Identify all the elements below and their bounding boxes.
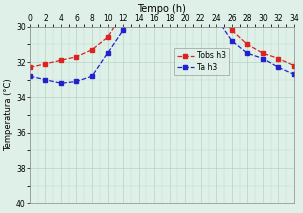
Tobs h3 bbox=[75, 55, 78, 58]
Y-axis label: Temperatura (°C): Temperatura (°C) bbox=[4, 79, 13, 151]
Ta h3 bbox=[245, 52, 249, 55]
Legend: Tobs h3, Ta h3: Tobs h3, Ta h3 bbox=[174, 48, 229, 75]
Tobs h3 bbox=[44, 63, 47, 65]
Tobs h3 bbox=[230, 29, 234, 32]
Ta h3 bbox=[129, 8, 133, 10]
Ta h3 bbox=[59, 82, 63, 85]
Ta h3 bbox=[277, 66, 280, 69]
Ta h3 bbox=[90, 75, 94, 78]
Tobs h3 bbox=[28, 66, 32, 69]
Tobs h3 bbox=[121, 11, 125, 14]
Tobs h3 bbox=[90, 48, 94, 51]
Ta h3 bbox=[230, 40, 234, 42]
X-axis label: Tempo (h): Tempo (h) bbox=[138, 4, 186, 14]
Tobs h3 bbox=[215, 8, 218, 10]
Ta h3 bbox=[28, 75, 32, 78]
Ta h3 bbox=[261, 57, 265, 60]
Line: Tobs h3: Tobs h3 bbox=[28, 0, 296, 69]
Ta h3 bbox=[292, 73, 296, 76]
Tobs h3 bbox=[59, 59, 63, 62]
Ta h3 bbox=[106, 52, 109, 55]
Ta h3 bbox=[44, 78, 47, 81]
Ta h3 bbox=[75, 80, 78, 83]
Tobs h3 bbox=[245, 43, 249, 46]
Ta h3 bbox=[215, 17, 218, 19]
Line: Ta h3: Ta h3 bbox=[28, 0, 296, 85]
Tobs h3 bbox=[277, 57, 280, 60]
Tobs h3 bbox=[292, 64, 296, 67]
Tobs h3 bbox=[106, 36, 109, 39]
Ta h3 bbox=[121, 29, 125, 32]
Tobs h3 bbox=[261, 52, 265, 55]
